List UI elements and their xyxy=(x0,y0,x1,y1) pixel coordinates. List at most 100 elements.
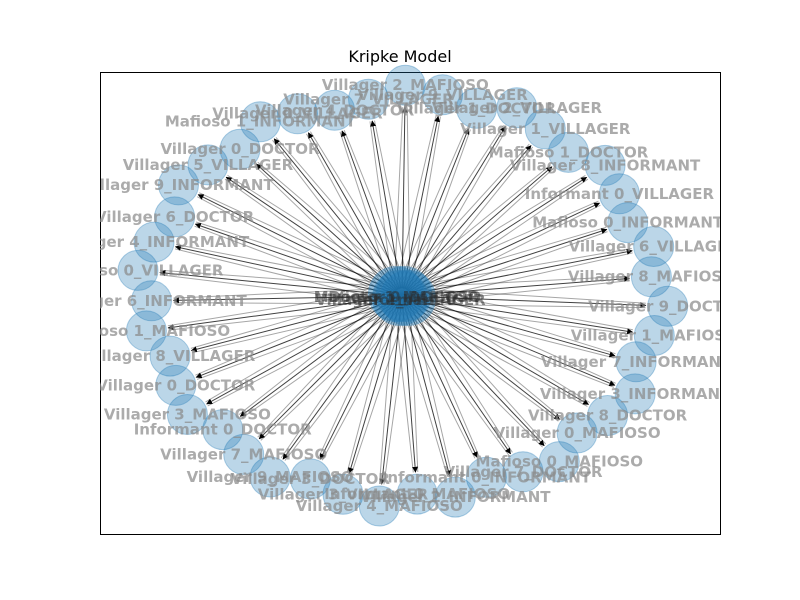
node-label: Villager 8_MAFIOSO xyxy=(568,268,735,286)
edge xyxy=(394,299,476,459)
edge xyxy=(159,270,403,297)
node-label: Villager 7_MAFIOSO xyxy=(160,445,327,463)
edge xyxy=(224,178,398,304)
edge xyxy=(397,174,586,290)
edge xyxy=(401,303,646,309)
graph-node xyxy=(155,364,197,406)
edge xyxy=(401,295,511,455)
graph-node xyxy=(239,101,281,143)
edge xyxy=(196,196,399,304)
graph-node xyxy=(607,202,649,244)
edge xyxy=(206,295,403,405)
edge xyxy=(400,303,633,335)
edge xyxy=(407,146,534,302)
edge xyxy=(404,287,616,355)
edge xyxy=(282,295,403,460)
node-label: Villager 5_VILLAGER xyxy=(123,156,294,174)
graph-node xyxy=(289,458,331,500)
edge xyxy=(402,287,646,304)
graph-node xyxy=(149,335,191,377)
node-label: Mafioso 0_INFORMANT xyxy=(532,214,724,232)
edge xyxy=(409,293,453,476)
edge xyxy=(406,178,589,304)
edge xyxy=(379,295,395,484)
node-label: Villager 6_DOCTOR xyxy=(95,208,255,226)
graph-node xyxy=(434,476,476,518)
graph-node xyxy=(131,280,172,322)
graph-node xyxy=(133,221,175,263)
graph-node xyxy=(125,310,167,352)
graph-node xyxy=(348,78,389,120)
edge xyxy=(404,231,608,305)
edge xyxy=(401,295,545,447)
node-label: Villager 7_VILLAGER xyxy=(283,90,454,108)
edge xyxy=(408,291,513,453)
node-label: Mafioso 0_VILLAGER xyxy=(53,261,224,279)
graph-node xyxy=(587,395,629,436)
edge xyxy=(175,244,404,289)
node-label: Villager 2_MAFIOSO xyxy=(322,76,489,94)
graph-node xyxy=(396,473,438,515)
edge xyxy=(260,301,409,441)
edge xyxy=(393,107,404,296)
edge xyxy=(406,168,554,303)
graph-node xyxy=(556,412,598,454)
node-label: Villager 3_VILLAGER xyxy=(258,485,429,503)
node-label: Villager 1_VILLAGER xyxy=(460,120,631,138)
edge xyxy=(401,106,408,297)
graph-node xyxy=(219,128,261,170)
node-label: Villager 7_INFORMANT xyxy=(541,353,732,371)
edge xyxy=(393,297,448,477)
graph-node xyxy=(158,164,199,206)
edge xyxy=(401,295,478,458)
edge xyxy=(195,288,400,376)
node-label: Villager 1_DOCTOR xyxy=(397,99,557,117)
edge xyxy=(343,130,411,294)
edge xyxy=(401,166,553,297)
edge xyxy=(191,303,405,354)
graph-node xyxy=(117,249,159,291)
node-label: Mafioso 1_MAFIOSO xyxy=(63,322,231,340)
chart-title: Kripke Model xyxy=(348,47,452,66)
node-label: Villager 9_INFORMANT xyxy=(83,176,274,194)
edge xyxy=(405,204,601,304)
graph-node xyxy=(633,315,675,356)
graph-node xyxy=(548,131,589,173)
edge xyxy=(401,228,608,297)
edge xyxy=(393,296,414,473)
edge xyxy=(272,139,397,302)
center-node xyxy=(380,270,436,326)
edge xyxy=(341,130,403,297)
node-label: Villager 3_INFORMANT xyxy=(540,385,731,403)
node-label: Villager 1_MAFIOSO xyxy=(571,327,738,345)
edge xyxy=(396,301,559,422)
edge xyxy=(306,133,396,301)
node-label: Villager 4_INFORMANT xyxy=(59,233,250,251)
edge xyxy=(167,295,403,331)
edge xyxy=(394,300,510,456)
edge xyxy=(398,200,599,290)
edge xyxy=(241,302,408,419)
edge xyxy=(409,295,419,473)
graph-node xyxy=(614,373,656,415)
edge xyxy=(339,131,395,299)
edge xyxy=(280,290,396,459)
edge xyxy=(257,161,408,291)
edge xyxy=(195,221,405,289)
center-node-label: Villager 2_VILLAGER xyxy=(315,291,486,309)
edge xyxy=(190,295,403,353)
edge xyxy=(346,293,395,473)
graph-node xyxy=(615,341,657,383)
edge xyxy=(195,295,403,379)
graph-node xyxy=(496,87,538,129)
edge xyxy=(407,290,547,445)
edge xyxy=(396,164,551,291)
edge xyxy=(401,295,647,309)
graph-node xyxy=(633,226,675,267)
node-label: Mafioso 1_DOCTOR xyxy=(489,143,649,161)
graph-node xyxy=(314,89,356,131)
edge xyxy=(196,303,406,380)
center-node xyxy=(376,266,432,322)
